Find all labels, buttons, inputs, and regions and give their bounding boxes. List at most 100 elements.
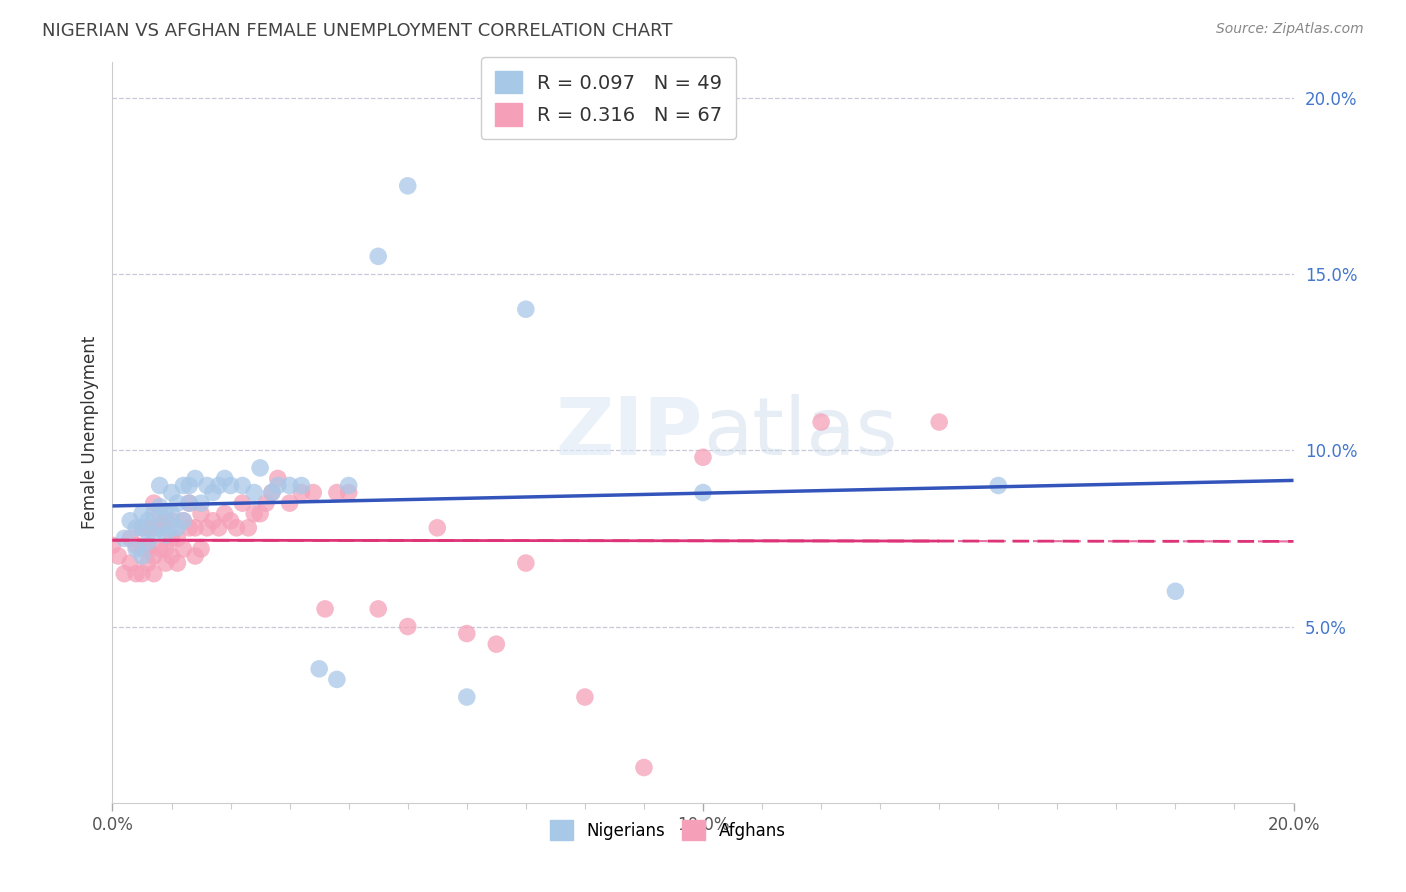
Point: [290, 478, 312, 492]
Point: [155, 556, 177, 570]
Point: [190, 541, 212, 556]
Point: [179, 521, 201, 535]
Point: [142, 507, 165, 521]
Point: [278, 478, 301, 492]
Point: [278, 496, 301, 510]
Point: [155, 514, 177, 528]
Point: [184, 471, 207, 485]
Point: [125, 521, 148, 535]
Point: [267, 478, 290, 492]
Point: [120, 556, 142, 570]
Point: [574, 690, 596, 704]
Point: [160, 507, 183, 521]
Point: [149, 507, 172, 521]
Point: [810, 415, 832, 429]
Point: [456, 626, 478, 640]
Point: [260, 485, 283, 500]
Point: [112, 566, 135, 581]
Point: [155, 528, 177, 542]
Text: ZIP: ZIP: [555, 393, 703, 472]
Point: [195, 478, 218, 492]
Point: [396, 178, 419, 193]
Point: [136, 535, 159, 549]
Point: [692, 485, 714, 500]
Point: [219, 514, 242, 528]
Point: [254, 496, 277, 510]
Point: [456, 690, 478, 704]
Point: [142, 528, 165, 542]
Point: [131, 549, 153, 563]
Point: [267, 471, 290, 485]
Point: [172, 514, 194, 528]
Point: [179, 496, 201, 510]
Point: [231, 496, 253, 510]
Point: [195, 521, 218, 535]
Point: [149, 521, 172, 535]
Point: [367, 602, 389, 616]
Point: [208, 478, 231, 492]
Point: [302, 485, 325, 500]
Point: [238, 521, 260, 535]
Point: [136, 556, 159, 570]
Point: [190, 496, 212, 510]
Point: [184, 549, 207, 563]
Point: [160, 521, 183, 535]
Point: [243, 507, 266, 521]
Point: [219, 478, 242, 492]
Point: [155, 507, 177, 521]
Point: [225, 521, 247, 535]
Point: [131, 521, 153, 535]
Point: [142, 566, 165, 581]
Legend: Nigerians, Afghans: Nigerians, Afghans: [543, 814, 792, 847]
Point: [160, 532, 183, 546]
Point: [149, 478, 172, 492]
Point: [142, 549, 165, 563]
Point: [308, 662, 330, 676]
Point: [131, 566, 153, 581]
Point: [208, 521, 231, 535]
Point: [179, 496, 201, 510]
Point: [184, 521, 207, 535]
Point: [214, 471, 236, 485]
Point: [326, 673, 349, 687]
Point: [692, 450, 714, 465]
Point: [125, 538, 148, 552]
Point: [260, 485, 283, 500]
Point: [396, 619, 419, 633]
Point: [172, 514, 194, 528]
Point: [149, 541, 172, 556]
Point: [337, 485, 360, 500]
Point: [231, 478, 253, 492]
Point: [149, 521, 172, 535]
Point: [107, 549, 129, 563]
Point: [155, 541, 177, 556]
Point: [136, 538, 159, 552]
Point: [142, 496, 165, 510]
Point: [214, 507, 236, 521]
Point: [131, 541, 153, 556]
Point: [149, 500, 172, 514]
Point: [201, 485, 224, 500]
Point: [633, 760, 655, 774]
Point: [166, 521, 188, 535]
Point: [160, 514, 183, 528]
Point: [125, 566, 148, 581]
Point: [160, 549, 183, 563]
Point: [136, 521, 159, 535]
Text: atlas: atlas: [703, 393, 897, 472]
Point: [112, 532, 135, 546]
Point: [243, 485, 266, 500]
Point: [136, 541, 159, 556]
Point: [249, 461, 271, 475]
Point: [120, 532, 142, 546]
Point: [136, 514, 159, 528]
Point: [131, 521, 153, 535]
Text: Source: ZipAtlas.com: Source: ZipAtlas.com: [1216, 22, 1364, 37]
Point: [326, 485, 349, 500]
Point: [249, 507, 271, 521]
Text: NIGERIAN VS AFGHAN FEMALE UNEMPLOYMENT CORRELATION CHART: NIGERIAN VS AFGHAN FEMALE UNEMPLOYMENT C…: [42, 22, 672, 40]
Point: [125, 541, 148, 556]
Point: [142, 521, 165, 535]
Point: [190, 507, 212, 521]
Point: [166, 496, 188, 510]
